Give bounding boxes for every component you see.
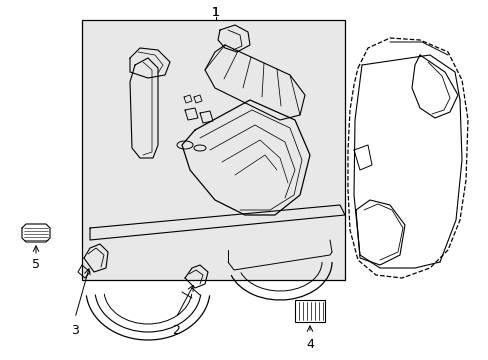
Text: 2: 2 xyxy=(172,324,180,337)
Text: 3: 3 xyxy=(71,324,79,337)
Text: 5: 5 xyxy=(32,258,40,271)
Bar xyxy=(294,300,325,322)
Text: 1: 1 xyxy=(212,5,220,18)
Bar xyxy=(82,20,345,280)
Text: 4: 4 xyxy=(305,338,313,351)
Text: 1: 1 xyxy=(212,5,220,18)
